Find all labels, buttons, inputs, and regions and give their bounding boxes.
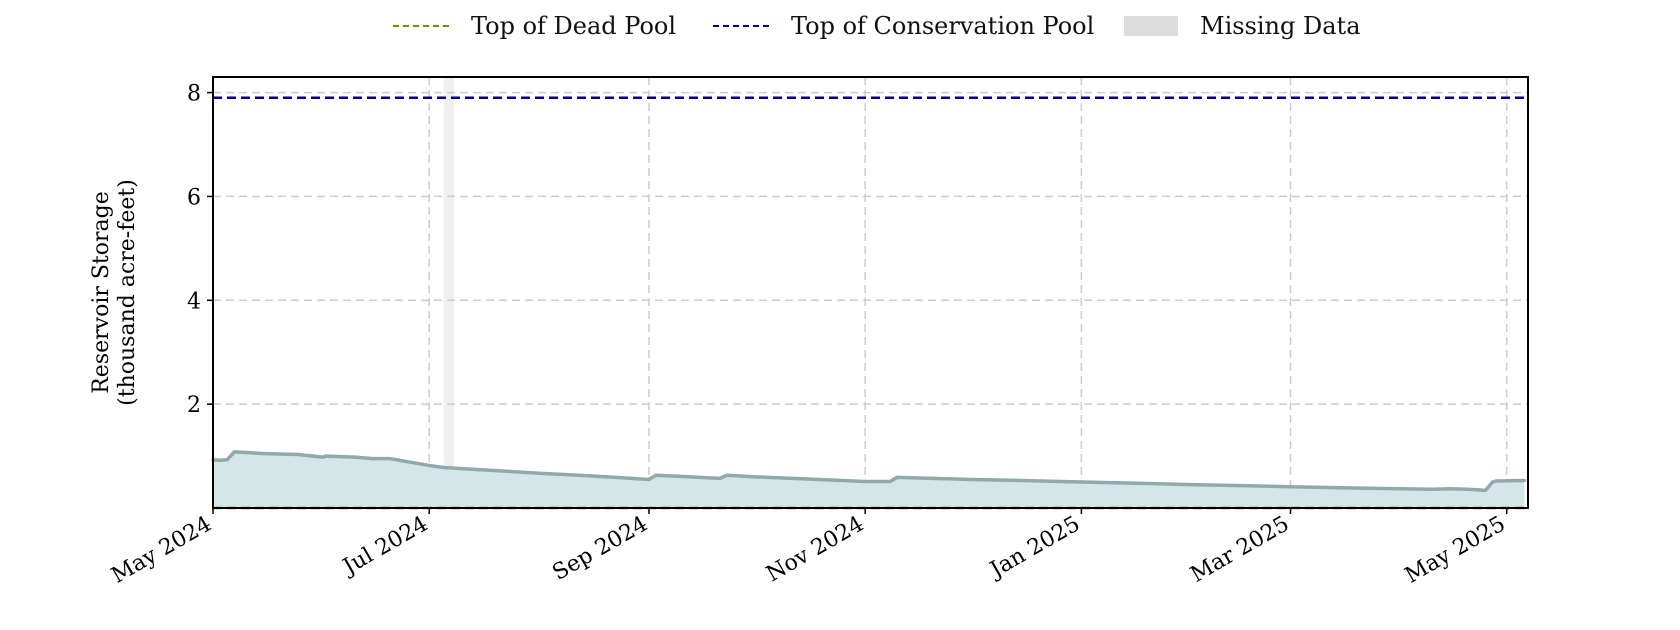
storage-point-13	[441, 465, 445, 470]
storage-point-32	[1189, 483, 1193, 487]
storage-point-24	[863, 479, 867, 484]
x-tick-label-0: May 2024	[107, 512, 216, 589]
storage-point-25	[888, 479, 892, 484]
storage-point-36	[1398, 487, 1402, 491]
storage-point-40	[1476, 488, 1480, 492]
legend-item-dead-pool: Top of Dead Pool	[393, 6, 676, 46]
storage-point-11	[388, 457, 392, 461]
storage-point-18	[654, 473, 658, 477]
dead-pool-swatch	[393, 25, 449, 27]
legend-item-conservation-pool: Top of Conservation Pool	[713, 6, 1094, 46]
storage-point-38	[1448, 487, 1452, 491]
storage-point-4	[261, 451, 265, 456]
x-tick-label-5: Mar 2025	[1187, 512, 1294, 588]
storage-point-44	[1522, 478, 1527, 483]
y-tick-label-3: 8	[187, 82, 201, 107]
storage-point-7	[321, 455, 325, 459]
missing-data-band-0	[443, 77, 455, 508]
y-axis-label: Reservoir Storage(thousand acre-feet)	[89, 179, 140, 406]
legend: Top of Dead Pool Top of Conservation Poo…	[0, 6, 1680, 46]
missing-data-label: Missing Data	[1200, 12, 1361, 40]
storage-point-43	[1494, 479, 1498, 483]
conservation-pool-swatch	[713, 25, 769, 27]
storage-point-10	[370, 457, 375, 461]
storage-point-26	[895, 475, 899, 479]
storage-point-16	[587, 474, 591, 478]
storage-point-8	[324, 454, 329, 458]
y-axis-label-line-0: Reservoir Storage	[89, 191, 114, 394]
y-tick-label-2: 6	[187, 185, 201, 210]
storage-point-37	[1430, 487, 1434, 491]
y-tick-label-1: 4	[187, 289, 201, 314]
storage-point-14	[477, 467, 481, 472]
storage-point-3	[232, 450, 236, 454]
storage-point-9	[353, 455, 357, 459]
storage-point-29	[1019, 478, 1023, 483]
storage-point-39	[1466, 487, 1470, 491]
x-tick-label-4: Jan 2025	[984, 512, 1084, 584]
storage-point-34	[1288, 485, 1293, 489]
x-tick-label-6: May 2025	[1401, 512, 1510, 589]
y-axis-label-line-1: (thousand acre-feet)	[115, 179, 140, 406]
storage-point-41	[1483, 488, 1488, 492]
storage-point-15	[537, 471, 541, 475]
plot-frame	[212, 76, 1529, 509]
conservation-pool-label: Top of Conservation Pool	[791, 12, 1095, 40]
storage-point-17	[647, 477, 651, 482]
storage-point-33	[1239, 484, 1243, 488]
dead-pool-label: Top of Dead Pool	[471, 12, 677, 40]
storage-point-23	[803, 477, 807, 481]
storage-point-30	[1079, 480, 1083, 484]
y-tick-label-0: 2	[187, 393, 201, 418]
storage-point-28	[969, 477, 974, 482]
storage-point-2	[225, 458, 229, 462]
storage-point-6	[296, 452, 300, 457]
storage-point-35	[1338, 486, 1342, 490]
storage-point-27	[913, 476, 917, 480]
missing-data-swatch	[1124, 16, 1178, 36]
storage-point-5	[278, 452, 282, 456]
x-tick-label-2: Sep 2024	[548, 512, 652, 586]
storage-area-fill	[213, 451, 1525, 508]
storage-point-1	[218, 458, 222, 462]
storage-point-42	[1490, 480, 1495, 484]
storage-point-31	[1129, 481, 1133, 485]
x-tick-label-1: Jul 2024	[337, 512, 432, 581]
storage-point-20	[718, 476, 722, 481]
storage-point-22	[753, 475, 757, 479]
legend-item-missing-data: Missing Data	[1124, 6, 1361, 46]
storage-point-12	[427, 463, 431, 468]
storage-point-21	[725, 473, 729, 477]
storage-point-19	[679, 474, 683, 478]
x-tick-label-3: Nov 2024	[762, 512, 868, 588]
